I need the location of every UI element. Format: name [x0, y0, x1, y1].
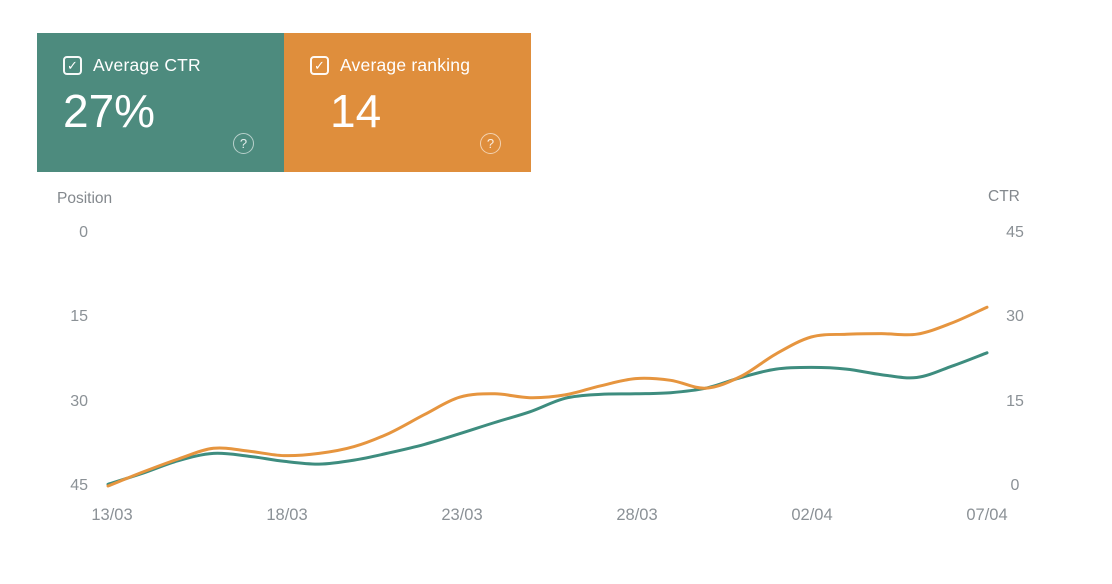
average-ctr-value: 27% — [63, 85, 156, 137]
left-axis-title: Position — [57, 190, 113, 207]
average-ranking-label: Average ranking — [340, 55, 471, 75]
average-ranking-card[interactable]: ✓ Average ranking 14 ? — [284, 33, 531, 172]
left-axis-tick: 30 — [70, 393, 88, 410]
average-ctr-card[interactable]: ✓ Average CTR 27% ? — [37, 33, 284, 172]
right-axis-tick: 0 — [1010, 477, 1020, 494]
x-axis-tick: 07/04 — [966, 506, 1008, 524]
x-axis-tick: 28/03 — [616, 506, 658, 524]
left-axis-tick: 0 — [79, 224, 88, 241]
left-axis-tick: 15 — [70, 308, 88, 325]
right-axis-tick: 15 — [1006, 393, 1024, 410]
x-axis-tick: 13/03 — [91, 506, 133, 524]
average-ctr-label: Average CTR — [93, 55, 201, 75]
metric-cards: ✓ Average CTR 27% ? ✓ Average ranking 14… — [37, 33, 531, 172]
help-icon[interactable]: ? — [233, 133, 254, 154]
average-ranking-card-header: ✓ Average ranking — [310, 55, 531, 76]
x-axis-tick: 02/04 — [791, 506, 833, 524]
average-ctr-checkbox[interactable]: ✓ — [63, 56, 82, 75]
ctr-line-series — [106, 351, 989, 486]
x-axis-tick: 23/03 — [441, 506, 483, 524]
right-axis-title: CTR — [988, 188, 1020, 205]
left-axis-tick: 45 — [70, 477, 88, 494]
ranking-line-series — [106, 305, 989, 488]
right-axis-tick: 45 — [1006, 224, 1024, 241]
right-axis-tick: 30 — [1006, 308, 1024, 325]
average-ranking-value: 14 — [330, 85, 382, 137]
average-ranking-checkbox[interactable]: ✓ — [310, 56, 329, 75]
average-ctr-card-header: ✓ Average CTR — [63, 55, 284, 76]
help-icon[interactable]: ? — [480, 133, 501, 154]
x-axis-tick: 18/03 — [266, 506, 308, 524]
